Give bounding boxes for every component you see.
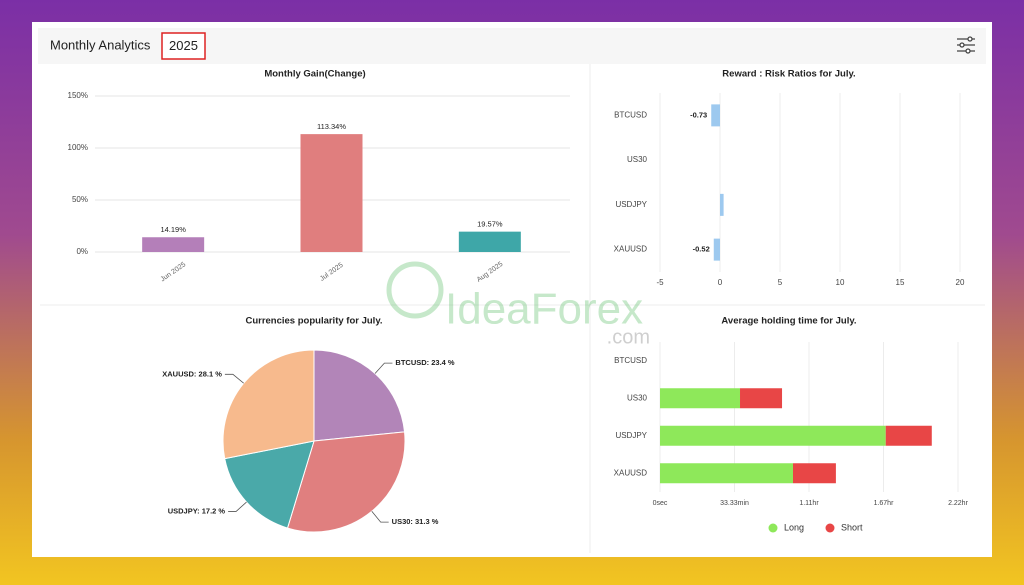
bar-segment — [660, 425, 886, 446]
slice-label: USDJPY: 17.2 % — [168, 506, 226, 515]
pie-slice — [222, 349, 315, 460]
chart-title: Reward : Risk Ratios for July. — [722, 69, 855, 80]
bar-segment — [660, 388, 741, 409]
chart-title: Average holding time for July. — [721, 316, 856, 327]
chart-title: Monthly Gain(Change) — [264, 69, 365, 80]
x-tick-label: 20 — [956, 278, 965, 287]
bar-segment — [660, 463, 793, 484]
legend-swatch — [825, 523, 835, 533]
slice-label: XAUUSD: 28.1 % — [162, 369, 222, 378]
year-select[interactable] — [161, 32, 206, 60]
x-tick-label: 0 — [718, 278, 723, 287]
data-label: -0.52 — [693, 245, 710, 254]
bar-segment — [885, 425, 932, 446]
pie-slice — [286, 431, 406, 533]
y-tick-label: XAUUSD — [614, 245, 648, 254]
bar — [713, 238, 720, 261]
bar — [711, 104, 720, 127]
chart-title: Currencies popularity for July. — [245, 316, 382, 327]
pie-slice — [313, 349, 406, 442]
slice-label: US30: 31.3 % — [392, 517, 439, 526]
year-value: 2025 — [169, 38, 198, 53]
x-tick-label: 5 — [778, 278, 783, 287]
header-title: Monthly Analytics — [50, 37, 151, 52]
y-tick-label: USDJPY — [615, 431, 647, 440]
leader-line — [228, 501, 247, 512]
y-tick-label: 0% — [76, 247, 88, 256]
legend-label: Long — [784, 522, 804, 532]
watermark: IdeaForex .com — [386, 261, 650, 348]
leader-line — [374, 362, 393, 374]
bar — [720, 193, 724, 216]
y-tick-label: US30 — [627, 393, 648, 402]
y-tick-label: 50% — [72, 195, 88, 204]
data-label: 113.34% — [317, 122, 346, 131]
data-label: -0.73 — [690, 110, 707, 119]
leader-line — [371, 511, 389, 523]
data-label: 14.19% — [160, 225, 186, 234]
watermark-brand: IdeaForex — [445, 285, 643, 334]
x-tick-label: 33.33min — [720, 500, 749, 507]
settings-icon[interactable] — [957, 36, 975, 54]
y-tick-label: BTCUSD — [614, 110, 647, 119]
y-tick-label: 150% — [68, 91, 88, 100]
legend-swatch — [768, 523, 778, 533]
slice-label: BTCUSD: 23.4 % — [395, 358, 455, 367]
y-tick-label: US30 — [627, 155, 648, 164]
watermark-domain: .com — [607, 326, 650, 348]
bar-segment — [792, 463, 836, 484]
bar — [458, 231, 521, 252]
x-tick-label: 1.67hr — [874, 500, 895, 507]
y-tick-label: 100% — [68, 143, 88, 152]
bar-segment — [740, 388, 783, 409]
x-tick-label: 0sec — [653, 500, 668, 507]
x-tick-label: -5 — [656, 278, 664, 287]
bar — [142, 237, 205, 252]
x-tick-label: 15 — [896, 278, 905, 287]
legend-label: Short — [841, 522, 863, 532]
data-label: 19.57% — [477, 220, 503, 229]
pie-slice — [224, 440, 315, 529]
y-tick-label: BTCUSD — [614, 356, 647, 365]
x-tick-label: 10 — [836, 278, 845, 287]
y-tick-label: USDJPY — [615, 200, 647, 209]
x-tick-label: 2.22hr — [948, 500, 969, 507]
x-tick-label: 1.11hr — [799, 500, 819, 507]
leader-line — [224, 373, 244, 384]
bar — [300, 134, 363, 252]
y-tick-label: XAUUSD — [614, 468, 648, 477]
